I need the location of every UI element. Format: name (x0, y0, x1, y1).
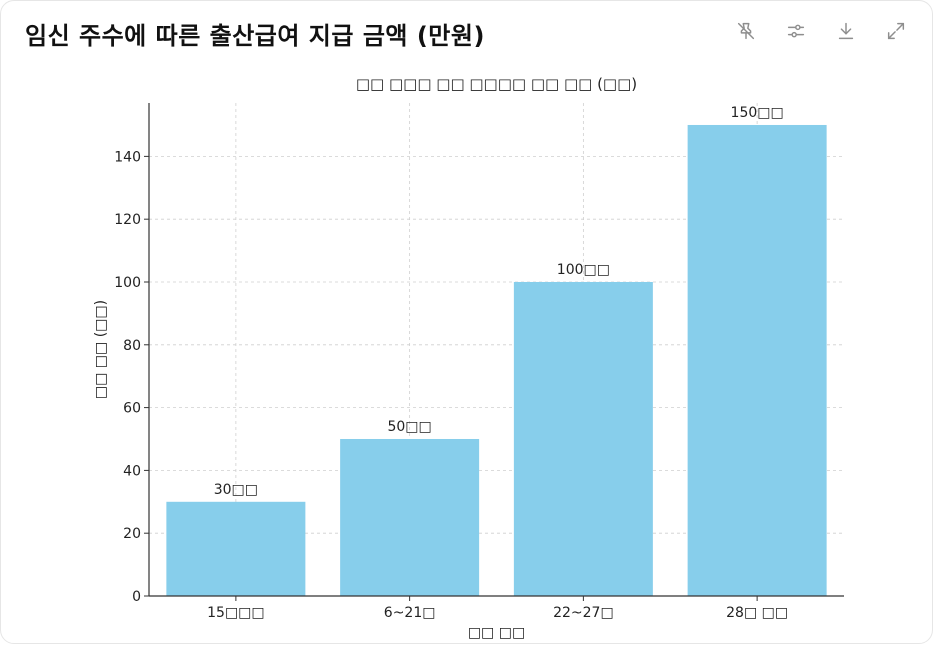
y-tick-label: 0 (132, 589, 141, 605)
chart-title: □□ □□□ □□ □□□□ □□ □□ (□□) (356, 75, 637, 93)
download-button[interactable] (832, 17, 860, 45)
y-tick-label: 20 (123, 526, 141, 542)
page-title: 임신 주수에 따른 출산급여 지급 금액 (만원) (25, 22, 485, 50)
expand-button[interactable] (882, 17, 910, 45)
y-tick-label: 40 (123, 463, 141, 479)
expand-icon (887, 22, 905, 40)
pin-off-button[interactable] (732, 17, 760, 45)
y-tick-label: 120 (114, 212, 141, 228)
download-icon (838, 22, 854, 40)
chart-toolbar (732, 17, 910, 45)
y-tick-label: 60 (123, 401, 141, 417)
x-axis-title: □□ □□ (468, 625, 525, 641)
bar (513, 281, 653, 596)
bar-value-label: 50□□ (387, 419, 431, 435)
bar (166, 501, 306, 596)
bar-value-label: 100□□ (557, 262, 610, 278)
y-tick-label: 140 (114, 149, 141, 165)
bar-value-label: 150□□ (731, 105, 784, 121)
bar (687, 124, 827, 596)
y-tick-label: 80 (123, 338, 141, 354)
sliders-icon (787, 24, 805, 38)
bar-value-label: 30□□ (214, 482, 258, 498)
bar-chart: □□ □□□ □□ □□□□ □□ □□ (□□) 0 20 40 60 80 100 120… (93, 75, 844, 641)
x-tick-label: 15□□□ (207, 605, 265, 621)
x-tick-label: 28□ □□ (726, 605, 788, 621)
x-tick-label: 6~21□ (384, 605, 436, 621)
bar (340, 438, 480, 596)
y-tick-label: 100 (114, 275, 141, 291)
x-tick-label: 22~27□ (553, 605, 614, 621)
settings-button[interactable] (782, 17, 810, 45)
y-axis-title: □□ □□ (□□) (93, 300, 109, 399)
pin-off-icon (737, 22, 755, 40)
